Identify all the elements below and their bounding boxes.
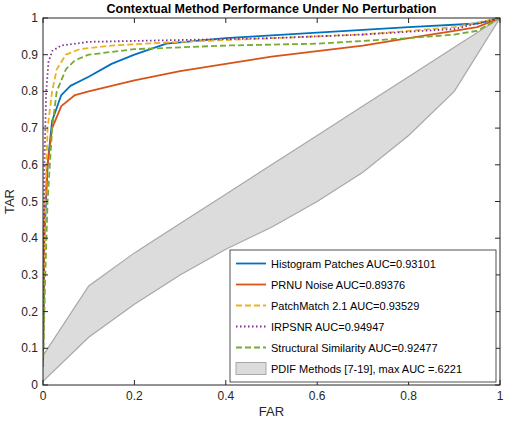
legend-label: PRNU Noise AUC=0.89376 [271,279,405,291]
legend-label: IRPSNR AUC=0.94947 [271,321,384,333]
y-tick-label: 0.6 [21,158,38,172]
y-tick-label: 0.3 [21,268,38,282]
x-tick-top [225,18,226,23]
x-tick-top [134,18,135,23]
y-tick-right [495,385,500,386]
y-tick [43,311,48,312]
legend-swatch [236,263,266,265]
band-lower [43,18,500,381]
legend-label: PatchMatch 2.1 AUC=0.93529 [271,300,419,312]
y-tick [43,91,48,92]
x-tick-label: 0.6 [309,389,326,403]
x-tick-label: 0.4 [217,389,234,403]
plot-bg [43,18,500,385]
y-tick-label: 0.1 [21,341,38,355]
y-tick-right [495,54,500,55]
y-tick [43,348,48,349]
x-tick-top [408,18,409,23]
y-tick-right [495,238,500,239]
y-tick-label: 0.2 [21,305,38,319]
y-tick-label: 0.4 [21,231,38,245]
x-tick-label: 0 [40,389,47,403]
y-tick-right [495,201,500,202]
title: Contextual Method Performance Under No P… [107,2,437,16]
y-tick [43,164,48,165]
legend-swatch [236,347,266,349]
legend-swatch [236,363,266,375]
plot-frame [43,18,500,385]
x-tick-label: 0.2 [126,389,143,403]
y-tick [43,128,48,129]
legend-box [230,250,496,382]
legend-swatch [236,326,266,328]
x-tick-top [43,18,44,23]
y-tick [43,274,48,275]
legend-swatch [236,305,266,307]
x-axis-label: FAR [259,404,284,419]
y-tick [43,18,48,19]
y-tick-label: 0.8 [21,84,38,98]
y-tick [43,201,48,202]
chart: 0 0.2 0.4 0.6 0.8 1 0 0.1 0.2 0.3 0.4 0.5 0.6 0.7 0.8 0… [0,0,510,426]
legend-label: PDIF Methods [7-19], max AUC =.6221 [271,363,462,375]
y-tick-label: 0.5 [21,195,38,209]
x-tick [225,380,226,385]
legend-label: Histogram Patches AUC=0.93101 [271,258,436,270]
y-tick-right [495,18,500,19]
y-tick-label: 0.9 [21,48,38,62]
y-tick [43,385,48,386]
x-tick-top [500,18,501,23]
y-tick [43,238,48,239]
y-tick-right [495,164,500,165]
y-tick-label: 0.7 [21,121,38,135]
x-tick [134,380,135,385]
y-tick-right [495,91,500,92]
legend: Histogram Patches AUC=0.93101 PRNU Noise … [230,250,496,382]
legend-swatch [236,284,266,286]
y-tick-label: 0 [31,378,38,392]
x-tick [500,380,501,385]
y-axis-label: TAR [2,189,17,214]
y-tick-label: 1 [31,11,38,25]
y-tick-right [495,128,500,129]
x-tick-top [317,18,318,23]
data-group [43,18,500,381]
x-tick-label: 0.8 [400,389,417,403]
x-tick [43,380,44,385]
x-tick-label: 1 [497,389,504,403]
band-area [43,18,500,381]
y-tick [43,54,48,55]
legend-label: Structural Similarity AUC=0.92477 [271,342,438,354]
